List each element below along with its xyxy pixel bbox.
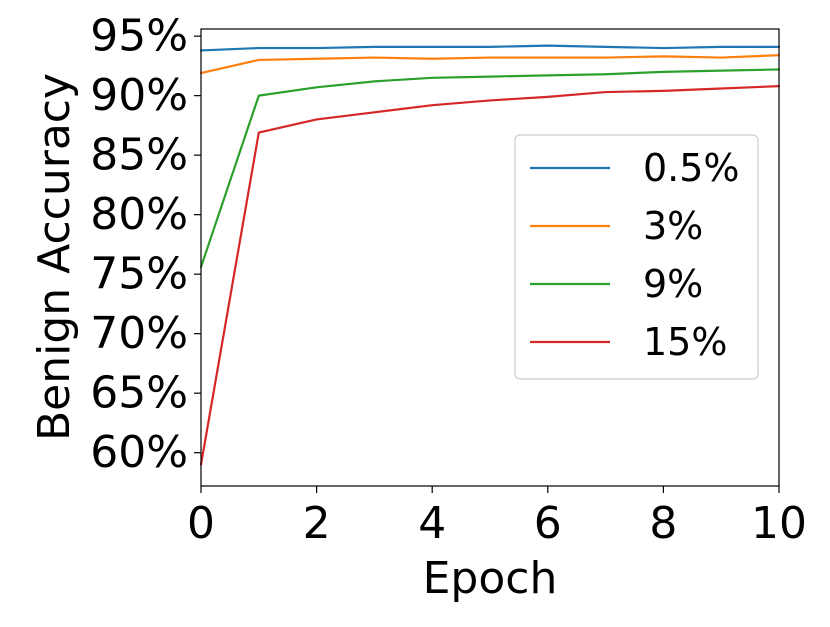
x-tick-label: 6: [534, 498, 562, 549]
y-tick-label: 75%: [90, 249, 188, 300]
y-tick-label: 65%: [90, 368, 188, 419]
x-tick-label: 8: [649, 498, 677, 549]
legend-box: [514, 134, 759, 380]
series-line-2: [199, 68, 781, 269]
y-tick-label: 85%: [90, 130, 188, 181]
series-line-3: [199, 85, 781, 466]
legend-label-2: 9%: [643, 262, 703, 306]
y-tick-label: 70%: [90, 308, 188, 359]
x-tick-label: 0: [187, 498, 215, 549]
x-axis-label: Epoch: [423, 553, 558, 604]
legend-label-0: 0.5%: [643, 146, 740, 190]
plot-area: [199, 44, 781, 466]
x-tick-label: 4: [418, 498, 446, 549]
y-axis-label: Benign Accuracy: [29, 73, 80, 441]
x-tick-label: 2: [303, 498, 331, 549]
series-line-1: [199, 54, 781, 75]
legend: 0.5% 3% 9% 15%: [514, 134, 759, 380]
y-tick-label: 95%: [90, 11, 188, 62]
y-tick-label: 90%: [90, 70, 188, 121]
x-tick-label: 10: [751, 498, 807, 549]
legend-label-1: 3%: [643, 204, 703, 248]
y-tick-label: 60%: [90, 427, 188, 478]
legend-label-3: 15%: [643, 320, 727, 364]
y-tick-label: 80%: [90, 189, 188, 240]
y-axis: 60% 65% 70% 75% 80% 85% 90% 95%: [90, 11, 201, 478]
series-line-0: [199, 44, 781, 52]
plot-frame: [200, 28, 780, 487]
x-axis: 0 2 4 6 8 10: [187, 486, 807, 549]
